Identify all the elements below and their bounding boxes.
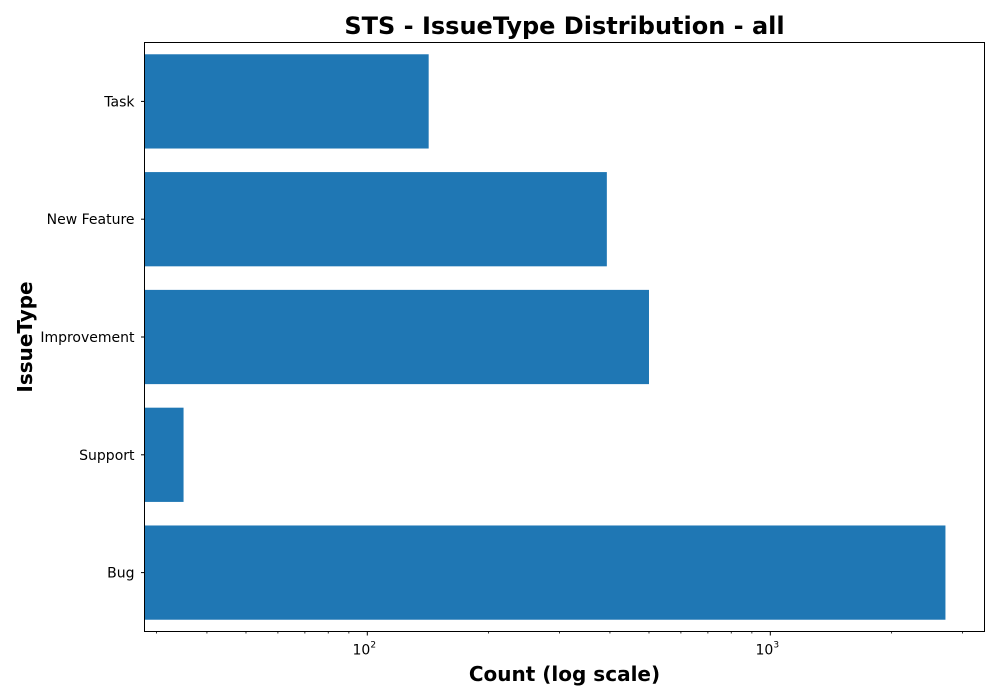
x-tick-label: 102 — [353, 641, 377, 659]
x-tick-label-base: 10 — [353, 643, 371, 659]
bar-bug — [144, 525, 946, 620]
y-tick-label-new-feature: New Feature — [47, 212, 135, 228]
y-ticks-group: Bug Support Improvement New Feature Task — [40, 94, 145, 582]
y-tick-label-task: Task — [103, 94, 135, 110]
bar-support — [144, 407, 184, 502]
major-ticks-group: 102 103 — [353, 631, 780, 659]
x-tick-label-exponent: 2 — [370, 641, 376, 651]
x-axis-label: Count (log scale) — [469, 662, 660, 686]
chart-title: STS - IssueType Distribution - all — [344, 12, 784, 40]
x-tick-label: 103 — [756, 641, 780, 659]
y-axis-label: IssueType — [13, 281, 37, 392]
x-tick-label-exponent: 3 — [773, 641, 779, 651]
x-tick-label-base: 10 — [756, 643, 774, 659]
bars-group — [144, 54, 946, 620]
y-tick-label-bug: Bug — [107, 566, 134, 582]
bar-improvement — [144, 289, 649, 385]
y-tick-label-support: Support — [79, 448, 135, 464]
bar-task — [144, 54, 429, 149]
plot-frame — [144, 42, 985, 632]
y-tick-label-improvement: Improvement — [40, 330, 135, 346]
bar-new-feature — [144, 172, 607, 267]
